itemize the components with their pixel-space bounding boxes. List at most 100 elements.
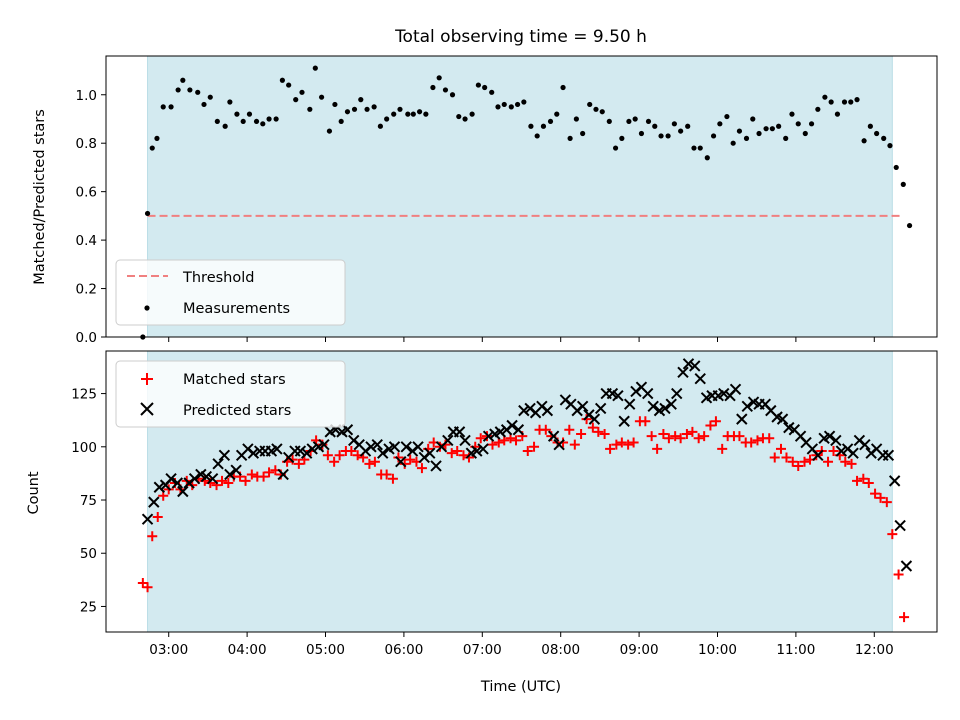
measurement-point	[626, 118, 632, 125]
measurement-point	[469, 111, 475, 117]
measurement-point	[307, 106, 313, 112]
top-panel: 0.0 0.2 0.4 0.6 0.8 1.0 Matched/Predicted sta…	[32, 55, 938, 346]
predicted-point	[148, 496, 160, 508]
measurement-point	[587, 101, 593, 108]
matched-point	[540, 424, 551, 435]
measurement-point	[743, 135, 750, 141]
matched-point	[369, 456, 380, 467]
matched-point	[142, 582, 153, 593]
measurement-point	[299, 89, 305, 95]
matched-point	[475, 433, 486, 444]
predicted-point	[471, 445, 483, 457]
measurement-point	[573, 116, 579, 122]
measurement-point	[456, 113, 462, 120]
predicted-point	[230, 464, 242, 476]
predicted-point	[371, 438, 383, 451]
measurement-point	[149, 145, 155, 151]
predicted-point	[612, 389, 624, 402]
matched-point	[781, 452, 792, 463]
measurement-point	[848, 99, 854, 105]
matched-point	[611, 439, 622, 450]
predicted-stars-legend-swatch	[140, 402, 154, 416]
measurement-point	[384, 116, 390, 122]
y-tick-label: 75	[80, 493, 97, 509]
legend-threshold-label: Threshold	[182, 270, 254, 286]
predicted-point	[247, 447, 260, 459]
measurement-point	[645, 118, 652, 125]
matched-point	[734, 431, 745, 442]
measurement-point	[214, 118, 220, 125]
predicted-point	[430, 460, 442, 472]
matched-point	[746, 437, 757, 448]
measurement-point	[397, 106, 403, 112]
predicted-point	[171, 477, 184, 489]
measurement-point	[685, 123, 691, 129]
predicted-point	[153, 481, 166, 493]
measurement-point	[658, 133, 664, 139]
predicted-point	[776, 413, 789, 425]
predicted-point	[277, 468, 289, 481]
bottom-y-axis-label: Count	[26, 471, 42, 514]
measurement-point	[528, 123, 534, 129]
x-tick-label: 03:00	[149, 642, 188, 658]
predicted-point	[424, 447, 436, 459]
predicted-point	[377, 447, 389, 459]
matched-point	[710, 416, 721, 427]
predicted-point	[341, 424, 354, 436]
matched-point	[616, 437, 627, 448]
predicted-point	[694, 372, 706, 385]
x-tick-label: 12:00	[855, 642, 894, 658]
matched-point	[799, 456, 810, 467]
measurement-point	[730, 140, 736, 146]
measurement-point	[808, 121, 815, 127]
measurement-point	[195, 89, 201, 95]
measurement-point	[632, 116, 638, 122]
measurement-point	[697, 145, 703, 151]
predicted-point	[512, 424, 525, 436]
predicted-point	[588, 413, 601, 425]
measurement-point	[665, 133, 671, 139]
matched-point	[322, 450, 333, 461]
y-tick-label: 0.0	[76, 330, 97, 346]
measurement-point	[802, 130, 808, 137]
predicted-point	[736, 413, 748, 425]
measurement-point	[312, 65, 318, 71]
matched-point	[329, 456, 340, 467]
matched-point	[699, 431, 710, 442]
predicted-point	[823, 430, 836, 442]
matched-point	[870, 488, 881, 499]
measurement-point	[580, 130, 586, 137]
measurement-point	[253, 118, 260, 125]
matched-point	[887, 529, 898, 540]
measurement-point	[874, 130, 880, 137]
measurement-point	[371, 104, 377, 110]
measurement-point	[175, 87, 181, 93]
measurement-point	[795, 121, 801, 127]
predicted-point	[318, 438, 330, 451]
measurement-point	[332, 101, 338, 108]
measurement-point	[834, 111, 841, 117]
predicted-point	[718, 387, 730, 400]
measurement-point	[900, 181, 906, 187]
top-y-axis-label: Matched/Predicted stars	[32, 109, 48, 285]
measurement-point	[619, 135, 625, 141]
matched-point	[147, 531, 158, 542]
measurement-point	[405, 111, 411, 117]
matched-point	[223, 477, 234, 488]
predicted-point	[888, 475, 901, 487]
matched-point	[846, 458, 857, 469]
matched-point	[511, 435, 522, 446]
matched-point	[217, 475, 228, 486]
predicted-point	[212, 458, 224, 470]
predicted-point	[618, 415, 630, 427]
bottom-legend-frame	[115, 360, 346, 428]
predicted-point	[830, 434, 842, 447]
matched-point	[558, 437, 569, 448]
measurement-point	[599, 109, 605, 115]
matched-point	[693, 433, 704, 444]
predicted-point	[659, 402, 671, 415]
y-tick-label: 0.2	[76, 282, 97, 298]
measurement-point	[326, 128, 333, 134]
measurement-point	[187, 87, 193, 93]
predicted-point	[365, 441, 377, 453]
